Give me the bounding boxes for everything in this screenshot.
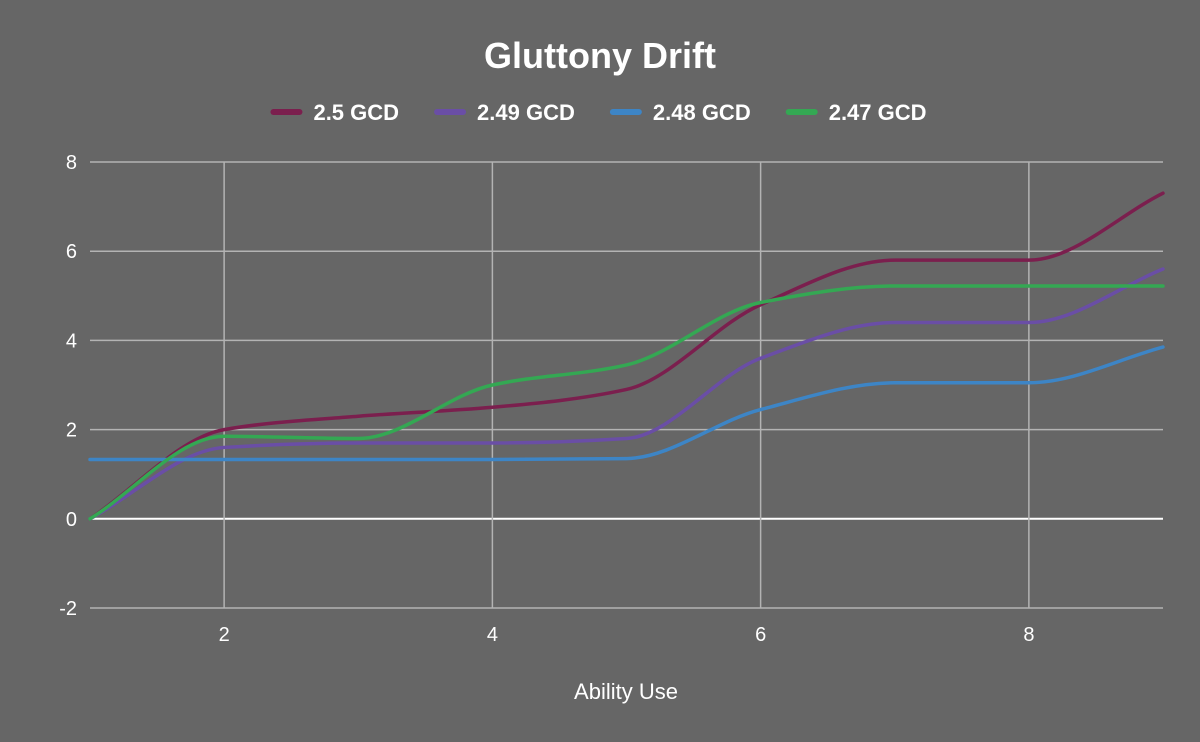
- legend: 2.5 GCD 2.49 GCD 2.48 GCD 2.47 GCD: [270, 100, 927, 125]
- series-line-3: [88, 284, 1165, 521]
- x-tick-label: 4: [487, 624, 498, 646]
- y-tick-label: 0: [66, 509, 77, 531]
- chart-title: Gluttony Drift: [484, 35, 716, 76]
- legend-item: 2.49 GCD: [434, 100, 575, 125]
- series-lines: [88, 191, 1165, 521]
- grid: [90, 161, 1163, 609]
- y-tick-label: 8: [66, 152, 77, 174]
- legend-label: 2.47 GCD: [829, 100, 927, 125]
- x-axis-label: Ability Use: [574, 679, 678, 704]
- legend-item: 2.5 GCD: [270, 100, 399, 125]
- series-line-1: [88, 267, 1165, 521]
- legend-label: 2.48 GCD: [653, 100, 751, 125]
- x-tick-label: 6: [755, 624, 766, 646]
- legend-label: 2.5 GCD: [313, 100, 399, 125]
- legend-label: 2.49 GCD: [477, 100, 575, 125]
- tick-labels: -2 0 2 4 6 8 2 4 6 8: [59, 152, 1034, 646]
- y-tick-label: 6: [66, 241, 77, 263]
- y-tick-label: -2: [59, 598, 77, 620]
- x-tick-label: 8: [1023, 624, 1034, 646]
- y-tick-label: 2: [66, 420, 77, 442]
- series-line-2: [88, 345, 1165, 462]
- series-line-0: [88, 191, 1165, 521]
- x-tick-label: 2: [219, 624, 230, 646]
- y-tick-label: 4: [66, 330, 77, 352]
- legend-item: 2.48 GCD: [609, 100, 751, 125]
- legend-item: 2.47 GCD: [785, 100, 927, 125]
